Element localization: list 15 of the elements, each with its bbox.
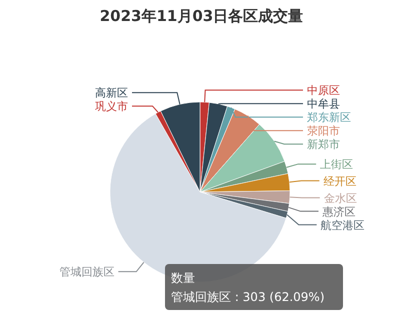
slice-label: 郑东新区: [307, 111, 351, 124]
slice-label: 航空港区: [320, 218, 365, 232]
slice-label: 巩义市: [95, 100, 128, 114]
tooltip: 数量 管城回族区 : 303 (62.09%): [165, 264, 343, 310]
slice-label: 荥阳市: [307, 124, 340, 138]
slice-label: 经开区: [323, 174, 356, 188]
slice-label: 管城回族区: [59, 266, 114, 279]
slice-label: 高新区: [95, 86, 128, 100]
slice-label: 中原区: [307, 84, 340, 98]
slice-label: 惠济区: [321, 205, 356, 218]
slice-label: 中牟县: [307, 98, 340, 111]
slice-label: 新郑市: [307, 138, 340, 152]
slice-label: 金水区: [324, 192, 357, 205]
slice-label: 上街区: [320, 158, 354, 172]
chart-title: 2023年11月03日各区成交量: [100, 7, 304, 25]
